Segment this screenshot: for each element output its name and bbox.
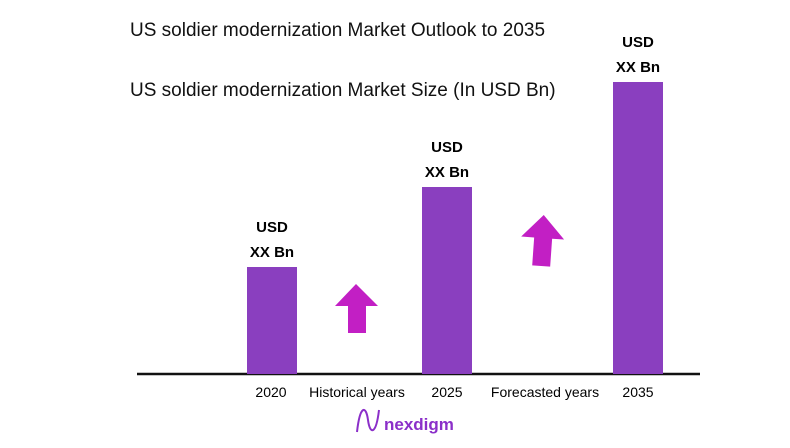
data-label: USD bbox=[431, 139, 463, 156]
chart-title: US soldier modernization Market Outlook … bbox=[130, 20, 546, 41]
data-label: USD bbox=[622, 34, 654, 51]
bar-2020 bbox=[247, 267, 297, 374]
x-tick-label: 2035 bbox=[622, 384, 653, 400]
nexdigm-logo: nexdigm bbox=[356, 409, 454, 434]
bar-2035 bbox=[613, 82, 663, 374]
up-arrow-icon bbox=[521, 215, 565, 267]
period-label-historical: Historical years bbox=[309, 384, 405, 400]
x-tick-label: 2020 bbox=[255, 384, 286, 400]
period-label-forecast: Forecasted years bbox=[491, 384, 599, 400]
data-label: XX Bn bbox=[250, 244, 294, 261]
bar-2025 bbox=[422, 187, 472, 374]
chart-subtitle: US soldier modernization Market Size (In… bbox=[130, 80, 556, 101]
data-label: XX Bn bbox=[425, 164, 469, 181]
data-label: USD bbox=[256, 219, 288, 236]
up-arrow-icon bbox=[335, 284, 378, 333]
logo-text: nexdigm bbox=[384, 415, 454, 434]
x-tick-label: 2025 bbox=[431, 384, 462, 400]
data-label: XX Bn bbox=[616, 59, 660, 76]
